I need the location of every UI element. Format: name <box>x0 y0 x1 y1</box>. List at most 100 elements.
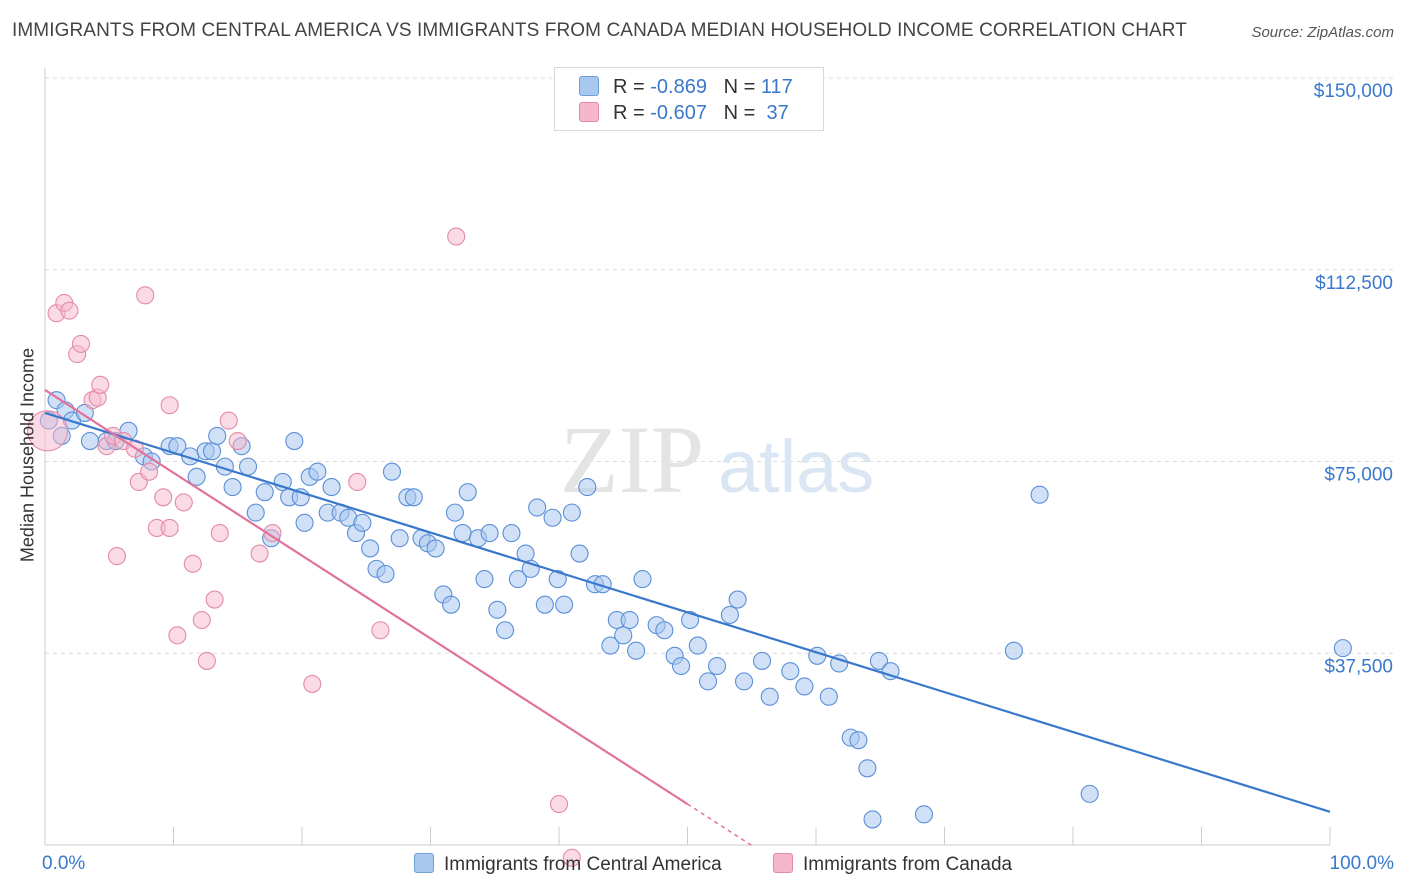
data-point-canada <box>107 547 127 566</box>
watermark-zip: ZIP <box>560 406 704 513</box>
data-point-canada <box>210 524 229 543</box>
data-point-canada <box>549 795 569 814</box>
chart-title: IMMIGRANTS FROM CENTRAL AMERICA VS IMMIG… <box>12 20 1187 41</box>
data-point-canada <box>371 621 390 640</box>
data-point-central-america <box>376 564 395 584</box>
data-point-central-america <box>488 600 507 619</box>
data-point-central-america <box>322 478 341 497</box>
data-point-canada <box>71 334 91 353</box>
data-point-central-america <box>869 651 889 670</box>
data-point-canada <box>197 651 216 670</box>
data-point-canada <box>91 375 110 394</box>
y-axis-label: Median Household Income <box>17 347 38 563</box>
legend-swatch-canada <box>579 102 599 122</box>
data-point-canada <box>303 674 322 693</box>
data-point-central-america <box>361 539 380 558</box>
data-point-central-america <box>390 529 409 548</box>
data-point-central-america <box>570 544 589 563</box>
legend-n-value: 37 <box>760 102 789 124</box>
legend-r-value: -0.869 <box>650 76 707 98</box>
data-point-central-america <box>223 478 242 497</box>
data-point-central-america <box>863 810 882 829</box>
bottom-legend-swatch-canada <box>773 853 793 873</box>
data-point-canada <box>228 431 247 451</box>
data-point-central-america <box>238 457 258 476</box>
y-tick-label: $150,000 <box>1314 81 1393 102</box>
data-point-central-america <box>734 672 754 691</box>
data-point-central-america <box>699 672 718 691</box>
data-point-central-america <box>426 539 445 558</box>
trendline-central-america <box>44 411 1331 813</box>
data-point-central-america <box>578 478 597 497</box>
data-point-central-america <box>627 641 646 660</box>
data-point-central-america <box>543 508 562 527</box>
data-point-central-america <box>819 687 838 706</box>
data-point-canada <box>205 590 224 609</box>
y-tick-label: $75,000 <box>1324 465 1393 486</box>
data-point-central-america <box>535 595 554 614</box>
data-point-central-america <box>442 595 461 614</box>
watermark-atlas: atlas <box>718 425 874 508</box>
data-point-central-america <box>672 656 691 676</box>
data-point-canada <box>136 286 155 305</box>
data-point-central-america <box>208 426 227 445</box>
legend-n-value: 117 <box>760 76 793 98</box>
data-point-canada <box>183 554 202 573</box>
data-point-central-america <box>781 662 800 681</box>
grid-lines <box>45 77 1395 654</box>
legend-n-label: N = <box>723 102 761 124</box>
data-point-central-america <box>562 503 581 522</box>
data-point-central-america <box>255 483 274 502</box>
legend-row-central-america: R = -0.869 N = 117 <box>579 76 793 100</box>
data-point-central-america <box>914 805 933 824</box>
data-point-central-america <box>80 431 100 451</box>
data-point-central-america <box>795 677 814 696</box>
x-tick-label-max: 100.0% <box>1329 853 1394 874</box>
data-point-central-america <box>295 513 314 532</box>
data-point-central-america <box>681 610 700 630</box>
data-point-canada <box>263 524 282 543</box>
data-point-central-america <box>752 651 772 670</box>
data-point-central-america <box>445 503 464 522</box>
data-point-central-america <box>633 570 652 589</box>
data-point-central-america <box>858 759 877 778</box>
data-point-central-america <box>1333 639 1352 658</box>
data-point-canada <box>219 411 238 430</box>
legend-n-label: N = <box>723 76 761 98</box>
data-point-canada <box>562 848 581 867</box>
data-point-central-america <box>382 462 402 481</box>
data-point-central-america <box>475 570 494 589</box>
source-label: Source: ZipAtlas.com <box>1251 24 1394 41</box>
data-point-central-america <box>353 513 372 532</box>
data-point-canada <box>447 227 466 246</box>
legend-r-label: R = <box>613 76 651 98</box>
data-point-central-america <box>508 570 527 589</box>
data-point-canada <box>60 301 79 320</box>
data-point-central-america <box>601 636 620 655</box>
bottom-legend-label: Immigrants from Central America <box>444 854 722 875</box>
trendline-canada-extension <box>687 803 753 847</box>
data-point-central-america <box>187 467 206 486</box>
data-point-canada <box>348 472 367 492</box>
data-point-central-america <box>502 524 521 543</box>
data-point-central-america <box>614 626 633 645</box>
y-tick-labels: $37,500 $75,000 $112,500 $150,000 <box>1314 81 1393 677</box>
data-point-central-america <box>404 488 423 507</box>
bottom-legend-swatch-central-america <box>414 853 434 873</box>
correlation-legend: R = -0.869 N = 117 R = -0.607 N = 37 <box>554 67 824 131</box>
data-point-canada <box>154 488 173 507</box>
data-point-canada <box>174 493 193 512</box>
data-point-central-america <box>1080 784 1099 803</box>
data-point-central-america <box>620 610 639 630</box>
data-point-central-america <box>453 524 472 543</box>
legend-r-value: -0.607 <box>650 102 707 124</box>
data-point-central-america <box>458 483 477 502</box>
trendline-canada <box>44 388 689 806</box>
bottom-legend-label: Immigrants from Canada <box>803 854 1013 875</box>
legend-swatch-central-america <box>579 76 599 96</box>
data-point-central-america <box>548 570 567 589</box>
data-point-canada <box>250 544 269 563</box>
bottom-legend-canada: Immigrants from Canada <box>773 853 1012 876</box>
data-point-canada <box>140 462 159 481</box>
axes <box>44 68 1331 846</box>
